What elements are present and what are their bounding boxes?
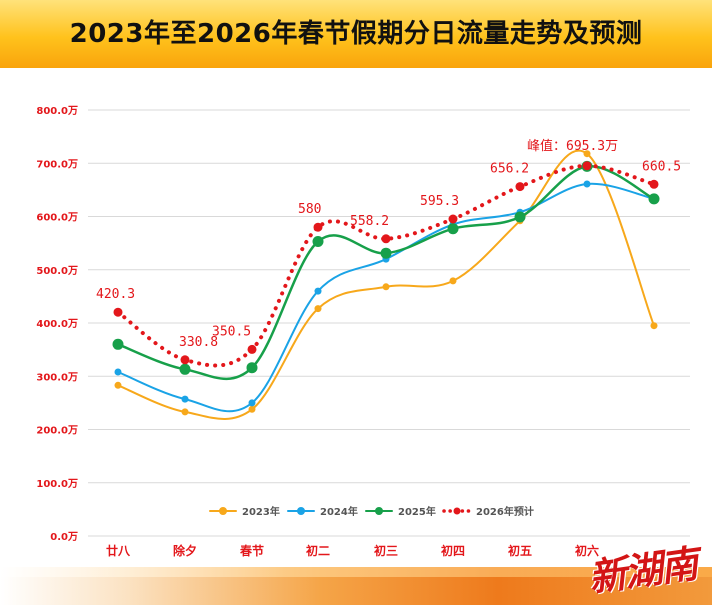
series-point [181, 408, 189, 416]
legend-marker [375, 507, 383, 515]
legend-label: 2023年 [242, 505, 280, 518]
series-point [514, 211, 526, 223]
legend-label: 2025年 [398, 505, 436, 518]
data-label: 330.8 [179, 335, 218, 350]
series-point [314, 305, 322, 313]
y-axis-ticks: 0.0万 100.0万 200.0万 300.0万 400.0万 500.0万 600.0万… [36, 105, 78, 543]
line-chart: 0.0万 100.0万 200.0万 300.0万 400.0万 500.0万 600.0万… [36, 105, 690, 558]
legend-label: 2024年 [320, 505, 358, 518]
x-tick-label: 初四 [441, 543, 465, 558]
x-tick-label: 初二 [306, 543, 330, 558]
series-point [114, 381, 122, 389]
y-tick-label: 700.0万 [36, 158, 78, 170]
series-point [649, 179, 659, 189]
series-point [179, 363, 191, 375]
x-axis-ticks: 廿八 除夕 春节 初二 初三 初四 初五 初六 [106, 543, 599, 558]
series-point [515, 182, 525, 192]
series-point [382, 283, 390, 291]
legend-marker [219, 507, 227, 515]
chart-title: 2023年至2026年春节假期分日流量走势及预测 [69, 19, 643, 49]
x-tick-label: 初六 [575, 543, 599, 558]
legend: 2023年 2024年 2025年 2026年预计 [209, 505, 534, 518]
data-label: 420.3 [96, 287, 135, 302]
series-point [583, 150, 591, 158]
series-point [650, 322, 658, 330]
series-point [248, 405, 256, 413]
y-tick-label: 500.0万 [36, 265, 78, 277]
x-tick-label: 廿八 [106, 543, 131, 558]
series-point [448, 214, 458, 224]
series-point [313, 222, 323, 232]
series-point [112, 338, 124, 350]
series-group [112, 149, 660, 420]
series-point [312, 236, 324, 247]
data-label: 350.5 [212, 324, 251, 339]
series-point [248, 399, 256, 407]
data-label: 660.5 [642, 159, 681, 174]
series-point [180, 355, 190, 365]
series-point [449, 277, 457, 285]
y-tick-label: 200.0万 [36, 425, 78, 437]
y-tick-label: 800.0万 [36, 105, 78, 117]
series-point [114, 368, 122, 376]
x-tick-label: 初五 [508, 543, 532, 558]
grid-lines [88, 109, 690, 537]
series-point [648, 193, 660, 205]
x-tick-label: 除夕 [173, 543, 197, 558]
data-label: 580 [298, 202, 321, 217]
x-tick-label: 初三 [374, 543, 398, 558]
title-bar [0, 0, 712, 68]
series-point [447, 223, 459, 235]
series-point [583, 180, 591, 188]
series-point [380, 247, 392, 259]
series-line [116, 165, 656, 381]
legend-label: 2026年预计 [476, 505, 534, 518]
series-point [113, 307, 123, 317]
y-tick-label: 0.0万 [50, 531, 78, 543]
series-point [181, 395, 189, 403]
series-line [117, 182, 655, 413]
series-point [582, 161, 592, 171]
x-tick-label: 春节 [239, 543, 264, 558]
series-point [247, 344, 257, 354]
bottom-decoration [0, 567, 712, 605]
legend-marker [297, 507, 305, 515]
y-tick-label: 100.0万 [36, 478, 78, 490]
y-tick-label: 300.0万 [36, 371, 78, 383]
y-tick-label: 400.0万 [36, 318, 78, 330]
legend-marker [453, 507, 461, 515]
data-label: 595.3 [420, 194, 459, 209]
series-point [246, 362, 258, 374]
y-tick-label: 600.0万 [36, 212, 78, 224]
series-point [381, 234, 391, 244]
data-label: 峰值：695.3万 [527, 138, 618, 154]
data-label: 558.2 [350, 214, 389, 229]
data-label: 656.2 [490, 162, 529, 177]
series-point [314, 287, 322, 295]
